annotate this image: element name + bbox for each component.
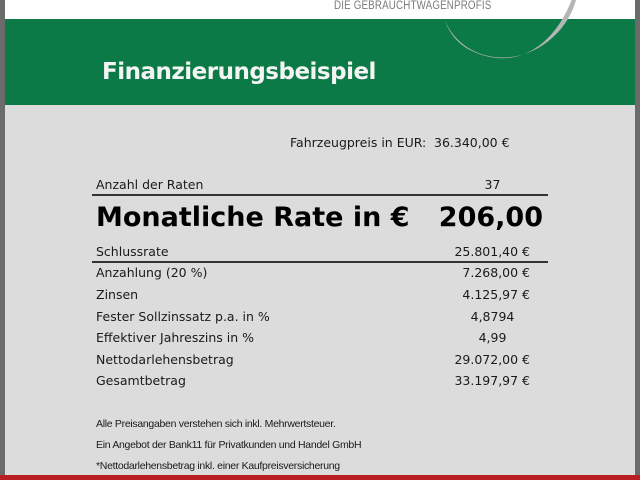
footnote: Ein Angebot der Bank11 für Privatkunden … <box>96 439 362 451</box>
monthly-rate-label: Monatliche Rate in € <box>96 202 410 233</box>
row-value: 4,8794 <box>470 309 515 324</box>
header-band: Finanzierungsbeispiel <box>5 19 635 105</box>
row-label: Effektiver Jahreszins in % <box>96 330 255 345</box>
vehicle-price-label: Fahrzeugpreis in EUR: <box>290 135 427 150</box>
footnote: Alle Preisangaben verstehen sich inkl. M… <box>96 418 336 430</box>
row-value: 4.125,97 € <box>462 287 530 302</box>
left-border <box>0 0 5 480</box>
monthly-rate-value: 206,00 <box>438 202 543 233</box>
divider <box>92 194 548 196</box>
right-border <box>635 0 640 480</box>
header-white-strip: DIE GEBRAUCHTWAGENPROFIS <box>5 0 635 19</box>
vehicle-price-value: 36.340,00 € <box>434 135 510 150</box>
row-value: 25.801,40 € <box>454 244 530 259</box>
row-label: Anzahlung (20 %) <box>96 265 208 280</box>
row-label: Schlussrate <box>96 244 169 259</box>
row-label: Nettodarlehensbetrag <box>96 352 234 367</box>
row-value: 29.072,00 € <box>454 352 530 367</box>
row-label: Zinsen <box>96 287 139 302</box>
bottom-red-bar <box>0 475 640 480</box>
row-value: 4,99 <box>478 330 507 345</box>
row-value: 7.268,00 € <box>462 265 530 280</box>
divider <box>92 261 548 263</box>
row-value: 33.197,97 € <box>454 373 530 388</box>
page-title: Finanzierungsbeispiel <box>102 59 376 85</box>
footnote: *Nettodarlehensbetrag inkl. einer Kaufpr… <box>96 460 340 472</box>
brand-tagline: DIE GEBRAUCHTWAGENPROFIS <box>334 0 492 12</box>
installments-label: Anzahl der Raten <box>96 177 204 192</box>
installments-value: 37 <box>484 177 501 192</box>
row-label: Gesamtbetrag <box>96 373 186 388</box>
row-label: Fester Sollzinssatz p.a. in % <box>96 309 270 324</box>
